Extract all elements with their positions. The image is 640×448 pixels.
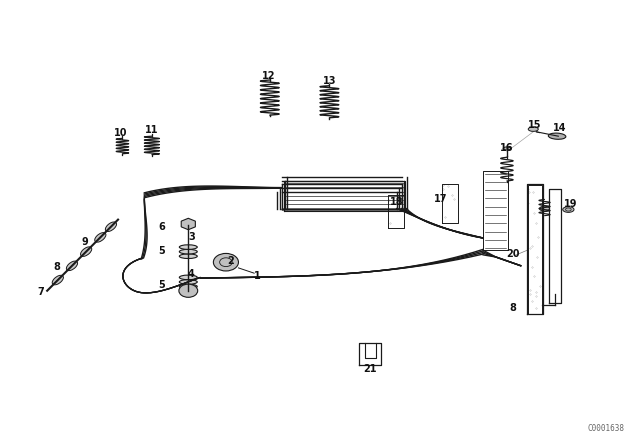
Text: 3: 3: [188, 232, 195, 242]
Text: 8: 8: [53, 262, 60, 271]
Ellipse shape: [52, 275, 63, 285]
Ellipse shape: [528, 127, 538, 131]
Ellipse shape: [179, 275, 197, 280]
Text: 10: 10: [114, 128, 127, 138]
Text: 21: 21: [364, 364, 377, 374]
Text: 11: 11: [145, 125, 159, 135]
Text: 6: 6: [159, 222, 165, 232]
Ellipse shape: [548, 133, 566, 139]
Circle shape: [213, 254, 239, 271]
Ellipse shape: [179, 254, 197, 258]
Ellipse shape: [563, 207, 574, 212]
Text: 5: 5: [159, 280, 165, 289]
Text: 18: 18: [390, 197, 403, 207]
Text: 19: 19: [564, 199, 578, 209]
Ellipse shape: [179, 245, 197, 250]
Text: 15: 15: [529, 120, 542, 130]
Text: 4: 4: [188, 270, 195, 280]
Ellipse shape: [81, 247, 92, 256]
Ellipse shape: [67, 261, 77, 271]
Ellipse shape: [503, 147, 511, 150]
Text: 16: 16: [500, 143, 514, 154]
Text: 5: 5: [159, 246, 165, 256]
Ellipse shape: [179, 284, 197, 289]
Ellipse shape: [179, 250, 197, 254]
Ellipse shape: [95, 233, 106, 242]
Text: 17: 17: [434, 194, 447, 204]
Text: 14: 14: [553, 123, 566, 134]
Text: 9: 9: [81, 237, 88, 246]
Text: 2: 2: [228, 256, 234, 266]
Text: 1: 1: [254, 271, 260, 281]
Text: C0001638: C0001638: [587, 423, 624, 433]
Text: 12: 12: [262, 71, 275, 81]
Ellipse shape: [179, 280, 197, 284]
Text: 13: 13: [323, 76, 336, 86]
Circle shape: [179, 284, 198, 297]
Text: 8: 8: [509, 303, 516, 313]
Text: 7: 7: [38, 287, 44, 297]
Ellipse shape: [540, 206, 550, 211]
Ellipse shape: [106, 222, 116, 232]
Text: 20: 20: [506, 249, 520, 259]
